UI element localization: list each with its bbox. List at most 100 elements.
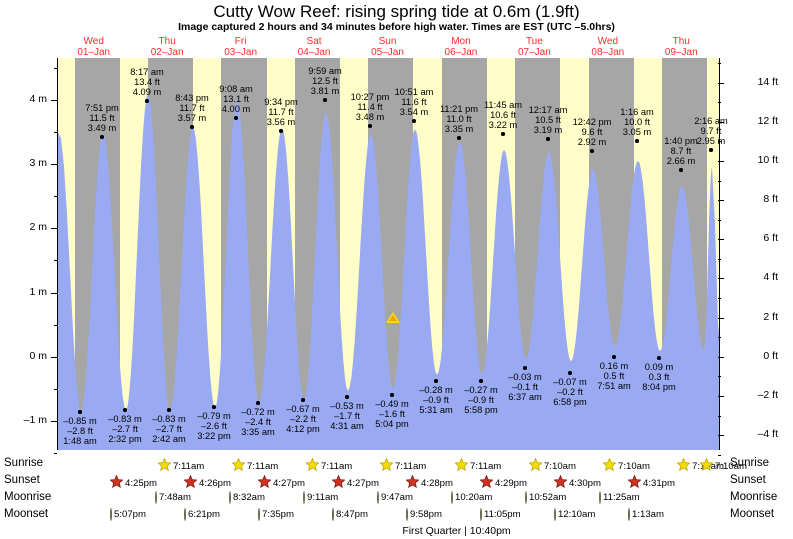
day-header-date: 01–Jan xyxy=(77,47,111,58)
day-header-dow: Thu xyxy=(158,36,176,47)
astro-sunrise-cell-1: 7:11am xyxy=(231,457,278,474)
astro-row-label-right-moonrise: Moonrise xyxy=(730,491,778,503)
day-header-thu-1: Thu 02–Jan xyxy=(130,36,204,58)
astro-row-label-right-sunrise: Sunrise xyxy=(730,457,769,469)
astro-moonrise-time: 9:11am xyxy=(307,492,339,503)
day-header-sun-4: Sun 05–Jan xyxy=(351,36,425,58)
astro-moonset-cell-7: 1:13am xyxy=(628,508,664,521)
y-tickmark-left xyxy=(51,421,57,423)
astro-sunrise-time: 7:11am xyxy=(321,460,353,472)
day-header-wed-0: Wed 01–Jan xyxy=(57,36,131,58)
astro-row-label-left-sunset: Sunset xyxy=(4,474,40,486)
y-tickmark-right xyxy=(718,395,724,397)
astro-sunrise-time: 7:11am xyxy=(395,460,427,472)
y-minor-tickmark-right xyxy=(718,102,721,104)
y-minor-tickmark-left xyxy=(54,131,57,133)
astro-moonset-time: 7:35pm xyxy=(262,509,294,520)
astro-moonset-time: 5:07pm xyxy=(114,509,146,520)
day-header-date: 07–Jan xyxy=(517,47,551,58)
day-header-dow: Thu xyxy=(672,36,690,47)
astro-moonrise-time: 10:52am xyxy=(529,492,567,503)
y-tickmark-right xyxy=(718,239,724,241)
moonset-circle-icon xyxy=(332,508,334,521)
astro-moonset-cell-6: 12:10am xyxy=(554,508,596,521)
day-header-dow: Sat xyxy=(306,36,322,47)
day-header-dow: Fri xyxy=(234,36,247,47)
astro-moonrise-time: 9:47am xyxy=(381,492,413,503)
y-minor-tickmark-left xyxy=(54,196,57,198)
day-header-mon-5: Mon 06–Jan xyxy=(424,36,498,58)
y-tick-left-0: 4 m xyxy=(29,92,47,105)
tide-curve xyxy=(58,94,719,450)
astro-moonset-time: 9:58pm xyxy=(410,509,442,520)
y-minor-tickmark-right xyxy=(718,298,721,300)
y-tick-left-5: –1 m xyxy=(23,414,47,427)
sunrise-star-icon xyxy=(379,457,394,474)
chart-subtitle: Image captured 2 hours and 34 minutes be… xyxy=(178,21,615,33)
astro-moonset-time: 12:10am xyxy=(558,509,596,520)
astro-sunrise-cell-2: 7:11am xyxy=(305,457,353,474)
moon-phase-row: First Quarter | 10:40pm xyxy=(0,525,793,537)
astro-sunset-cell-1: 4:26pm xyxy=(183,474,231,491)
y-tickmark-right xyxy=(718,435,724,437)
current-tide-marker-icon xyxy=(386,312,400,324)
y-tickmark-left xyxy=(51,164,57,166)
sunrise-star-icon xyxy=(528,457,543,474)
sunset-star-icon xyxy=(553,474,568,491)
sunset-star-icon xyxy=(627,474,642,491)
y-tickmark-left xyxy=(51,356,57,358)
astro-sunrise-cell-4: 7:11am xyxy=(454,457,502,474)
moonrise-circle-icon xyxy=(229,491,231,504)
day-header-tue-6: Tue 07–Jan xyxy=(497,36,571,58)
astro-moonset-cell-5: 11:05pm xyxy=(480,508,521,521)
astro-sunset-cell-6: 4:30pm xyxy=(553,474,601,491)
y-tick-right-3: 8 ft xyxy=(763,193,778,206)
y-minor-tickmark-left xyxy=(54,67,57,69)
astro-moonset-cell-4: 9:58pm xyxy=(406,508,442,521)
y-tick-left-2: 2 m xyxy=(29,221,47,234)
astro-sunrise-time: 7:11am xyxy=(173,460,205,472)
y-tick-left-1: 3 m xyxy=(29,157,47,170)
y-tickmark-right xyxy=(718,82,724,84)
y-minor-tickmark-right xyxy=(718,258,721,260)
day-header-dow: Mon xyxy=(451,36,471,47)
sunrise-star-icon xyxy=(305,457,320,474)
moonrise-circle-icon xyxy=(303,491,305,504)
astro-sunset-cell-2: 4:27pm xyxy=(257,474,305,491)
astronomy-table: Sunrise Sunrise Sunset Sunset Moonrise Moonri… xyxy=(0,455,793,539)
astro-moonset-time: 6:21pm xyxy=(188,509,220,520)
y-tickmark-left xyxy=(51,99,57,101)
y-axis-right-feet: 14 ft 12 ft 10 ft 8 ft 6 ft 4 ft 2 ft 0 ft –2 ft… xyxy=(718,58,793,456)
sunset-star-icon xyxy=(405,474,420,491)
sunrise-star-icon xyxy=(699,457,714,474)
astro-moonset-time: 8:47pm xyxy=(336,509,368,520)
y-tick-left-3: 1 m xyxy=(29,285,47,298)
y-tickmark-right xyxy=(718,160,724,162)
moonset-circle-icon xyxy=(258,508,260,521)
astro-sunset-cell-3: 4:27pm xyxy=(331,474,379,491)
sunrise-star-icon xyxy=(454,457,469,474)
astro-sunset-cell-4: 4:28pm xyxy=(405,474,453,491)
day-header-date: 03–Jan xyxy=(224,47,258,58)
y-tick-right-6: 2 ft xyxy=(763,310,778,323)
astro-moonset-time: 1:13am xyxy=(632,509,664,520)
astro-sunset-cell-0: 4:25pm xyxy=(109,474,157,491)
y-minor-tickmark-left xyxy=(54,260,57,262)
y-tickmark-right xyxy=(718,356,724,358)
astro-moonset-time: 11:05pm xyxy=(484,509,521,520)
astro-moonrise-cell-5: 10:52am xyxy=(525,491,567,504)
moonset-circle-icon xyxy=(406,508,408,521)
astro-sunrise-time: 7:11am xyxy=(470,460,502,472)
sunrise-star-icon xyxy=(157,457,172,474)
moonrise-circle-icon xyxy=(525,491,527,504)
astro-row-label-left-sunrise: Sunrise xyxy=(4,457,43,469)
sunrise-star-icon xyxy=(676,457,691,474)
y-minor-tickmark-right xyxy=(718,63,721,64)
astro-moonrise-cell-6: 11:25am xyxy=(599,491,640,504)
tide-plot-area[interactable] xyxy=(57,58,720,450)
y-tick-right-8: –2 ft xyxy=(757,388,778,401)
astro-sunset-cell-7: 4:31pm xyxy=(627,474,675,491)
astro-sunrise-cell-5: 7:10am xyxy=(528,457,576,474)
page-title: Cutty Wow Reef: rising spring tide at 0.… xyxy=(213,2,580,21)
sunset-star-icon xyxy=(183,474,198,491)
